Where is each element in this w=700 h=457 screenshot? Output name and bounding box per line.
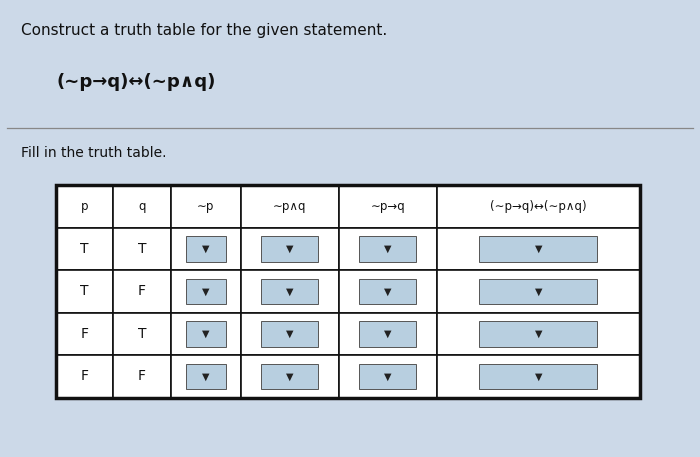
Bar <box>480 321 597 346</box>
Bar <box>359 236 416 261</box>
Bar <box>56 185 113 228</box>
Bar <box>171 313 241 355</box>
Bar <box>339 355 437 398</box>
Text: F: F <box>80 369 89 383</box>
Bar <box>186 236 226 261</box>
Text: (∼p→q)↔(∼p∧q): (∼p→q)↔(∼p∧q) <box>56 73 216 91</box>
Bar <box>171 185 241 228</box>
Bar <box>186 321 226 346</box>
Text: ▼: ▼ <box>384 329 391 339</box>
Bar <box>437 185 640 228</box>
Text: ▼: ▼ <box>286 244 293 254</box>
Bar <box>171 355 241 398</box>
Bar <box>261 236 319 261</box>
Text: F: F <box>138 284 146 298</box>
Text: ▼: ▼ <box>286 287 293 296</box>
Bar <box>480 236 597 261</box>
Bar <box>56 270 113 313</box>
Bar <box>359 364 416 389</box>
Text: ∼p: ∼p <box>197 200 214 213</box>
Text: ▼: ▼ <box>384 287 391 296</box>
Text: ▼: ▼ <box>202 244 209 254</box>
Bar <box>261 321 319 346</box>
Bar <box>339 185 437 228</box>
Bar <box>241 355 339 398</box>
Bar <box>113 355 171 398</box>
Bar <box>186 279 226 304</box>
Text: Fill in the truth table.: Fill in the truth table. <box>21 146 167 160</box>
Bar <box>56 355 113 398</box>
Bar <box>241 185 339 228</box>
Text: (∼p→q)↔(∼p∧q): (∼p→q)↔(∼p∧q) <box>490 200 587 213</box>
Bar <box>339 313 437 355</box>
Bar <box>113 228 171 270</box>
Text: q: q <box>139 200 146 213</box>
Text: ▼: ▼ <box>202 329 209 339</box>
Text: ▼: ▼ <box>286 329 293 339</box>
Text: ▼: ▼ <box>286 372 293 381</box>
Bar <box>359 321 416 346</box>
Text: p: p <box>81 200 88 213</box>
Bar <box>480 279 597 304</box>
Text: F: F <box>80 327 89 341</box>
Bar <box>56 313 113 355</box>
Text: ▼: ▼ <box>535 287 542 296</box>
Text: ▼: ▼ <box>202 287 209 296</box>
Bar <box>171 270 241 313</box>
Bar <box>437 355 640 398</box>
Bar <box>113 313 171 355</box>
Bar <box>339 270 437 313</box>
Bar <box>113 270 171 313</box>
Bar <box>56 228 113 270</box>
Bar <box>56 185 640 398</box>
Bar <box>241 270 339 313</box>
Bar <box>437 270 640 313</box>
Text: T: T <box>80 284 89 298</box>
Text: ▼: ▼ <box>384 372 391 381</box>
Bar <box>241 228 339 270</box>
Bar <box>359 279 416 304</box>
Text: ▼: ▼ <box>535 244 542 254</box>
Text: ▼: ▼ <box>202 372 209 381</box>
Text: ▼: ▼ <box>384 244 391 254</box>
Bar <box>437 313 640 355</box>
Text: ▼: ▼ <box>535 329 542 339</box>
Bar <box>241 313 339 355</box>
Bar <box>261 279 319 304</box>
Text: T: T <box>138 327 146 341</box>
Text: ∼p∧q: ∼p∧q <box>273 200 307 213</box>
Text: Construct a truth table for the given statement.: Construct a truth table for the given st… <box>21 23 387 38</box>
Text: T: T <box>80 242 89 256</box>
Text: ∼p→q: ∼p→q <box>370 200 405 213</box>
Text: T: T <box>138 242 146 256</box>
Text: ▼: ▼ <box>535 372 542 381</box>
Text: F: F <box>138 369 146 383</box>
Bar <box>171 228 241 270</box>
Bar <box>113 185 171 228</box>
Bar <box>339 228 437 270</box>
Bar <box>437 228 640 270</box>
Bar <box>186 364 226 389</box>
Bar <box>480 364 597 389</box>
Bar <box>261 364 319 389</box>
